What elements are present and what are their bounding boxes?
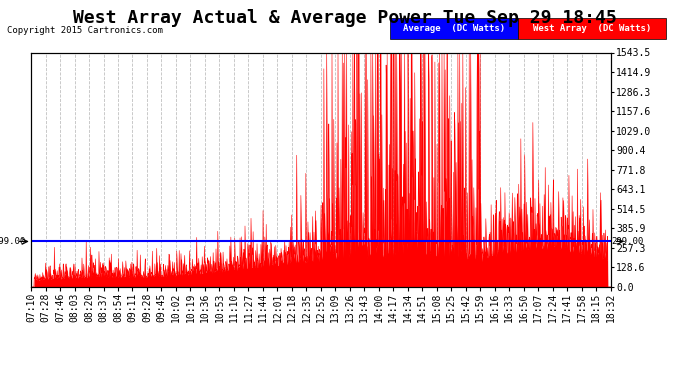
Text: Copyright 2015 Cartronics.com: Copyright 2015 Cartronics.com [7,26,163,35]
Text: 299.00: 299.00 [0,237,26,246]
Text: West Array  (DC Watts): West Array (DC Watts) [533,24,651,33]
Text: Average  (DC Watts): Average (DC Watts) [402,24,505,33]
Text: West Array Actual & Average Power Tue Sep 29 18:45: West Array Actual & Average Power Tue Se… [73,9,617,27]
Text: 299.00: 299.00 [612,237,644,246]
